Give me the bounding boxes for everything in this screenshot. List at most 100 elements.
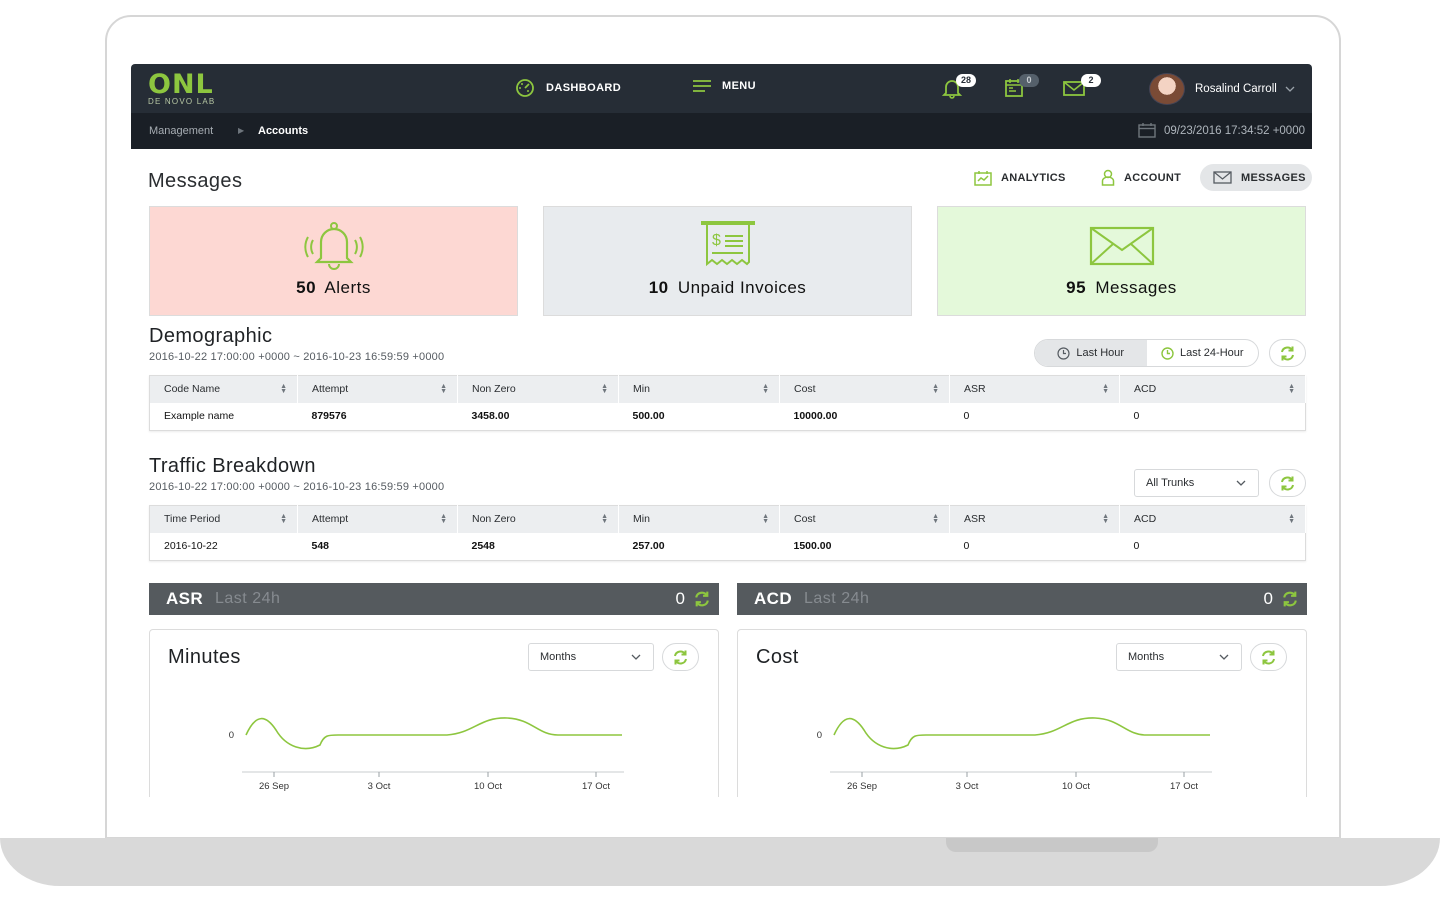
minutes-refresh-button[interactable] [662, 643, 699, 671]
demographic-title: Demographic [149, 325, 273, 347]
traffic-refresh-button[interactable] [1269, 469, 1306, 497]
x-tick-label: 3 Oct [956, 781, 979, 792]
column-header[interactable]: Attempt ▲ ▼ [297, 505, 458, 533]
nav-dashboard[interactable]: DASHBOARD [514, 79, 621, 97]
table-row[interactable]: 2016-10-22 548 2548 257.00 1500.00 0 0 [149, 532, 1306, 561]
demographic-range: 2016-10-22 17:00:00 +0000 ~ 2016-10-23 1… [149, 351, 445, 363]
demographic-table: Code Name ▲ ▼ Attempt ▲ ▼ Non Zero ▲ ▼ Min ▲ ▼ C… [149, 375, 1306, 431]
cost-chart-panel: Cost Months 0 26 Sep 3 Oct 10 Oct 17 Oct [737, 629, 1307, 797]
logo[interactable]: ONL DE NOVO LAB [148, 71, 243, 106]
filter-last-24-hour[interactable]: Last 24-Hour [1147, 340, 1259, 366]
cost-line-chart: 0 26 Sep 3 Oct 10 Oct 17 Oct [817, 717, 1212, 792]
tab-analytics-label: ANALYTICS [1001, 171, 1066, 184]
sort-icon: ▲ ▼ [1102, 513, 1109, 525]
asr-kpi-bar[interactable]: ASR Last 24h 0 [149, 583, 719, 615]
column-header-label: Cost [794, 383, 816, 396]
traffic-table: Time Period ▲ ▼ Attempt ▲ ▼ Non Zero ▲ ▼ Min ▲ ▼… [149, 505, 1306, 561]
cost-refresh-button[interactable] [1250, 643, 1287, 671]
filter-last-hour[interactable]: Last Hour [1035, 340, 1147, 366]
chevron-down-icon [631, 654, 641, 660]
invoices-label: Unpaid Invoices [677, 278, 807, 297]
column-header-label: Cost [794, 513, 816, 526]
column-header[interactable]: Code Name ▲ ▼ [149, 375, 298, 403]
column-header-label: Non Zero [472, 383, 516, 396]
column-header-label: Min [633, 513, 650, 526]
column-header-label: Attempt [312, 383, 349, 396]
clock-icon [1161, 346, 1174, 360]
invoices-card[interactable]: $ 10 Unpaid Invoices [543, 206, 912, 316]
table-cell: 0 [949, 532, 1120, 561]
avatar [1149, 73, 1185, 105]
table-cell: 3458.00 [457, 402, 619, 431]
column-header-label: ACD [1134, 383, 1157, 396]
refresh-icon[interactable] [693, 590, 711, 608]
user-menu[interactable]: Rosalind Carroll [1149, 73, 1295, 105]
breadcrumb-management[interactable]: Management [149, 125, 214, 137]
datetime-text: 09/23/2016 17:34:52 +0000 [1163, 124, 1305, 137]
chevron-right-icon: ▶ [238, 126, 245, 135]
demographic-refresh-button[interactable] [1269, 339, 1306, 367]
sort-icon: ▲ ▼ [280, 513, 287, 525]
refresh-icon [674, 650, 687, 664]
filter-last-24-hour-label: Last 24-Hour [1179, 347, 1244, 359]
column-header[interactable]: Cost ▲ ▼ [779, 375, 950, 403]
refresh-icon[interactable] [1281, 590, 1299, 608]
minutes-chart-title: Minutes [168, 646, 241, 668]
sort-icon: ▲ ▼ [932, 383, 939, 395]
x-tick-label: 10 Oct [474, 781, 502, 792]
nav-menu[interactable]: MENU [692, 79, 756, 93]
column-header[interactable]: ACD ▲ ▼ [1119, 375, 1306, 403]
messages-card[interactable]: 95 Messages [937, 206, 1306, 316]
column-header[interactable]: Time Period ▲ ▼ [149, 505, 298, 533]
column-header[interactable]: Min ▲ ▼ [618, 375, 780, 403]
tab-account[interactable]: ACCOUNT [1088, 164, 1194, 191]
column-header[interactable]: Min ▲ ▼ [618, 505, 780, 533]
envelope-icon [938, 220, 1305, 270]
column-header[interactable]: ACD ▲ ▼ [1119, 505, 1306, 533]
column-header-label: ASR [964, 513, 986, 526]
column-header-label: Code Name [164, 383, 221, 396]
column-header[interactable]: Attempt ▲ ▼ [297, 375, 458, 403]
table-row[interactable]: Example name 879576 3458.00 500.00 10000… [149, 402, 1306, 431]
column-header[interactable]: Non Zero ▲ ▼ [457, 505, 619, 533]
column-header-label: ASR [964, 383, 986, 396]
alerts-count-badge: 28 [956, 74, 976, 87]
minutes-period-select[interactable]: Months [528, 643, 654, 671]
messages-notification[interactable]: 2 [1062, 74, 1101, 104]
trunk-select[interactable]: All Trunks [1134, 469, 1259, 497]
tab-messages[interactable]: MESSAGES [1200, 164, 1312, 191]
analytics-icon [974, 170, 992, 186]
alerts-notification[interactable]: 28 [941, 74, 976, 104]
minutes-line-chart: 0 26 Sep 3 Oct 10 Oct 17 Oct [229, 717, 624, 792]
table-cell: 2016-10-22 [149, 532, 298, 561]
x-tick-label: 3 Oct [368, 781, 391, 792]
chevron-down-icon [1219, 654, 1229, 660]
x-tick-label: 26 Sep [259, 781, 289, 792]
table-cell: 0 [1119, 532, 1306, 561]
x-tick-label: 26 Sep [847, 781, 877, 792]
acd-kpi-bar[interactable]: ACD Last 24h 0 [737, 583, 1307, 615]
bell-icon [150, 220, 517, 270]
column-header[interactable]: ASR ▲ ▼ [949, 375, 1120, 403]
dashboard-icon [516, 79, 534, 97]
calendar-notification[interactable]: 0 [1004, 74, 1039, 104]
alerts-card[interactable]: 50 Alerts [149, 206, 518, 316]
svg-text:$: $ [712, 232, 721, 249]
cost-chart-title: Cost [756, 646, 799, 668]
tab-analytics[interactable]: ANALYTICS [961, 164, 1079, 191]
table-header-row: Time Period ▲ ▼ Attempt ▲ ▼ Non Zero ▲ ▼ Min ▲ ▼… [149, 505, 1306, 533]
sort-icon: ▲ ▼ [440, 383, 447, 395]
invoices-count: 10 [648, 278, 669, 297]
messages-label: Messages [1095, 278, 1177, 297]
table-cell: Example name [149, 402, 298, 431]
table-cell: 257.00 [618, 532, 780, 561]
table-cell: 548 [297, 532, 458, 561]
app-screen: ONL DE NOVO LAB DASHBOARD MENU 28 0 2 Ro… [131, 64, 1312, 797]
asr-kpi-value: 0 [675, 589, 685, 608]
refresh-icon [1281, 476, 1294, 490]
column-header[interactable]: Non Zero ▲ ▼ [457, 375, 619, 403]
bell-icon [941, 80, 963, 99]
cost-period-select[interactable]: Months [1116, 643, 1242, 671]
column-header[interactable]: Cost ▲ ▼ [779, 505, 950, 533]
column-header[interactable]: ASR ▲ ▼ [949, 505, 1120, 533]
